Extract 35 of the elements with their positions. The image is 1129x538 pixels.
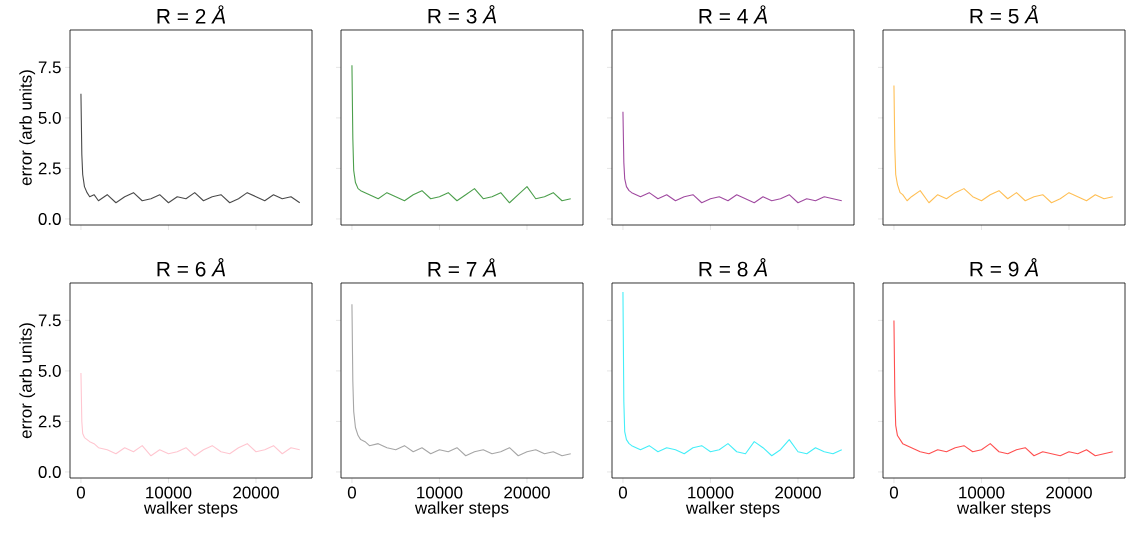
x-tick-label: 20000 [233, 486, 279, 499]
y-tick-label: 5.0 [38, 111, 61, 124]
chart-title: R = 2 Å [157, 5, 226, 24]
x-tick-label: 10000 [688, 486, 734, 499]
x-tick-label: 20000 [775, 486, 821, 499]
chart-title: R = 6 Å [157, 258, 226, 277]
chart-title: R = 8 Å [699, 258, 768, 277]
y-axis-title: error (arb units) [19, 323, 36, 439]
x-tick-label: 10000 [417, 486, 463, 499]
y-tick-label: 2.5 [38, 415, 61, 428]
x-tick-label: 0 [347, 486, 356, 499]
x-tick-label: 0 [618, 486, 627, 499]
x-axis-title: walker steps [143, 501, 238, 518]
x-axis-title: walker steps [956, 501, 1051, 518]
chart-title: R = 4 Å [699, 5, 768, 24]
y-tick-label: 5.0 [38, 364, 61, 377]
line-series [80, 93, 301, 204]
x-tick-label: 20000 [504, 486, 550, 499]
y-tick-label: 2.5 [38, 162, 61, 175]
y-tick-label: 7.5 [38, 61, 61, 74]
y-tick-label: 0.0 [38, 465, 61, 478]
x-axis-title: walker steps [414, 501, 509, 518]
x-axis-title: walker steps [685, 501, 780, 518]
chart-title: R = 5 Å [970, 5, 1039, 24]
chart-title: R = 7 Å [428, 258, 497, 277]
x-tick-label: 10000 [146, 486, 192, 499]
y-tick-label: 0.0 [38, 212, 61, 225]
y-axis-title: error (arb units) [19, 70, 36, 186]
chart-title: R = 3 Å [428, 5, 497, 24]
x-tick-label: 0 [76, 486, 85, 499]
y-tick-label: 7.5 [38, 314, 61, 327]
x-tick-label: 10000 [959, 486, 1005, 499]
x-tick-label: 20000 [1046, 486, 1092, 499]
x-tick-label: 0 [889, 486, 899, 499]
chart-title: R = 9 Å [970, 258, 1039, 277]
